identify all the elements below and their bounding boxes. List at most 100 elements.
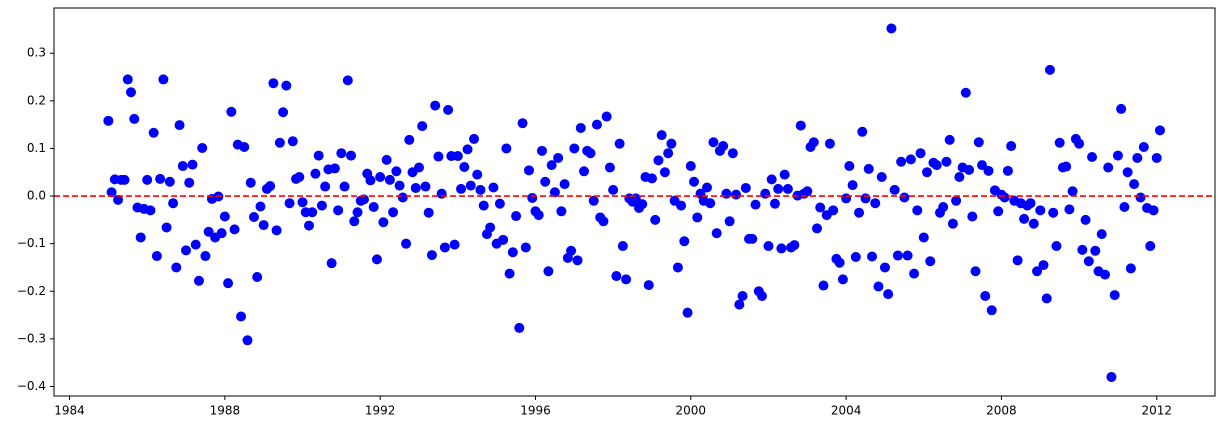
point [795,120,806,131]
point [1044,64,1055,75]
point [352,207,363,218]
point [397,192,408,203]
point [1122,167,1133,178]
point [271,225,282,236]
point [507,247,518,258]
point [478,200,489,211]
point [184,177,195,188]
point [346,150,357,161]
point [155,173,166,184]
point [439,242,450,253]
point [905,154,916,165]
point [598,216,609,227]
point [148,127,159,138]
point [608,184,619,195]
x-tick-label: 2012 [1141,404,1172,418]
point [724,216,735,227]
point [676,200,687,211]
point [815,202,826,213]
point [922,167,933,178]
point [388,207,399,218]
point [449,239,460,250]
point [617,241,628,252]
point [472,169,483,180]
point [1054,137,1065,148]
x-tick-label: 1992 [365,404,396,418]
point [896,156,907,167]
point [857,126,868,137]
point [226,106,237,117]
point [145,205,156,216]
point [621,274,632,285]
x-tick-label: 1996 [520,404,551,418]
point [556,206,567,217]
point [391,166,402,177]
point [475,184,486,195]
y-tick-label: −0.4 [17,379,46,393]
point [828,205,839,216]
point [1106,371,1117,382]
point [394,180,405,191]
point [329,163,340,174]
point [498,234,509,245]
point [465,180,476,191]
x-tick-label: 2008 [986,404,1017,418]
point [278,107,289,118]
point [682,307,693,318]
point [980,291,991,302]
point [685,161,696,172]
point [171,262,182,273]
point [203,226,214,237]
point [650,214,661,225]
point [708,137,719,148]
point [941,156,952,167]
point [404,134,415,145]
point [1077,244,1088,255]
point [371,254,382,265]
point [459,162,470,173]
point [663,148,674,159]
point [1035,205,1046,216]
point [223,278,234,289]
point [740,182,751,193]
point [142,174,153,185]
point [789,240,800,251]
point [718,141,729,152]
point [1074,138,1085,149]
point [485,222,496,233]
point [876,172,887,183]
point [245,177,256,188]
point [854,207,865,218]
point [303,220,314,231]
y-tick-label: 0.1 [27,141,46,155]
point [938,201,949,212]
point [135,232,146,243]
point [1148,205,1159,216]
point [666,138,677,149]
point [514,322,525,333]
point [524,165,535,176]
point [569,143,580,154]
point [197,142,208,153]
point [200,251,211,262]
point [844,161,855,172]
point [886,23,897,34]
point [456,183,467,194]
point [469,133,480,144]
point [358,194,369,205]
point [268,78,279,89]
point [947,218,958,229]
point [1038,260,1049,271]
point [782,183,793,194]
point [575,122,586,133]
point [1032,266,1043,277]
y-tick-label: 0.3 [27,46,46,60]
point [970,266,981,277]
point [368,201,379,212]
point [1132,152,1143,163]
point [769,198,780,209]
point [1109,290,1120,301]
point [604,162,615,173]
point [433,151,444,162]
point [517,118,528,129]
